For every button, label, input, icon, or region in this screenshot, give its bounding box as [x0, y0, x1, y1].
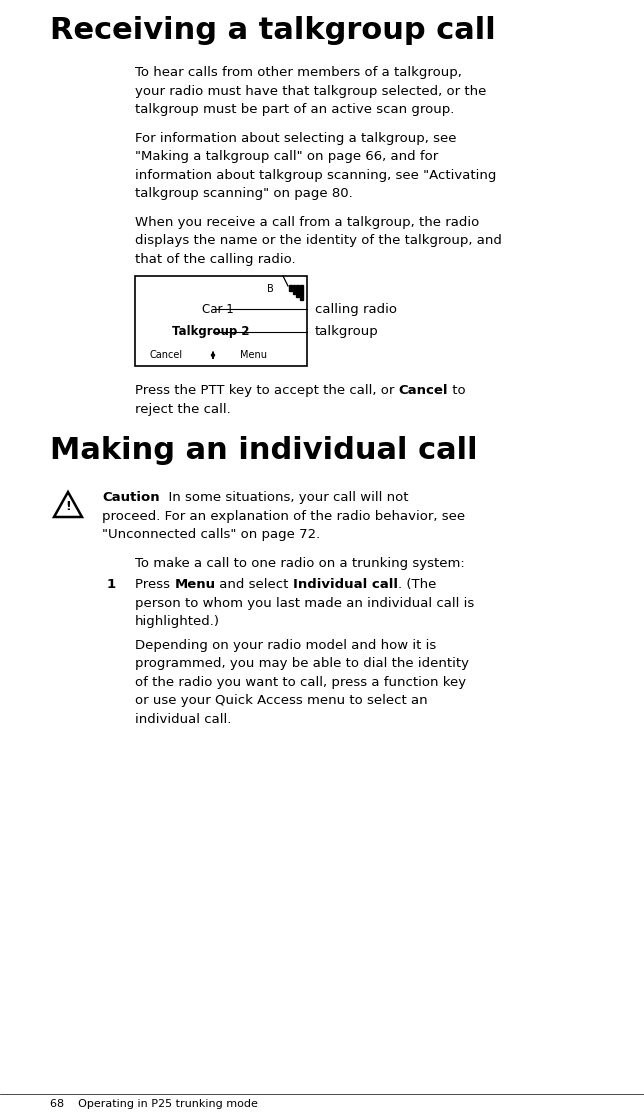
Text: talkgroup scanning" on page 80.: talkgroup scanning" on page 80. [135, 187, 353, 200]
Text: Cancel: Cancel [150, 350, 183, 360]
Text: calling radio: calling radio [315, 302, 397, 316]
Text: Caution: Caution [102, 491, 160, 504]
Text: "Making a talkgroup call" on page 66, and for: "Making a talkgroup call" on page 66, an… [135, 150, 439, 163]
Text: "Unconnected calls" on page 72.: "Unconnected calls" on page 72. [102, 528, 320, 541]
Text: . (The: . (The [398, 578, 437, 591]
Bar [296, 285, 299, 297]
Text: individual call.: individual call. [135, 712, 231, 725]
Text: Receiving a talkgroup call: Receiving a talkgroup call [50, 16, 496, 45]
Text: person to whom you last made an individual call is: person to whom you last made an individu… [135, 596, 474, 609]
Text: or use your Quick Access menu to select an: or use your Quick Access menu to select … [135, 694, 428, 708]
Text: Press: Press [135, 578, 175, 591]
Bar [300, 285, 303, 299]
Text: To make a call to one radio on a trunking system:: To make a call to one radio on a trunkin… [135, 557, 465, 569]
Text: Making an individual call: Making an individual call [50, 436, 478, 465]
Text: reject the call.: reject the call. [135, 403, 231, 415]
Text: !: ! [65, 500, 71, 512]
Text: Talkgroup 2: Talkgroup 2 [172, 325, 249, 338]
Bar [292, 285, 296, 294]
Text: Individual call: Individual call [293, 578, 398, 591]
Bar [289, 285, 292, 290]
Text: to: to [448, 384, 466, 397]
Text: Car 1: Car 1 [202, 302, 233, 316]
Text: proceed. For an explanation of the radio behavior, see: proceed. For an explanation of the radio… [102, 510, 465, 522]
Text: talkgroup must be part of an active scan group.: talkgroup must be part of an active scan… [135, 103, 455, 116]
Text: For information about selecting a talkgroup, see: For information about selecting a talkgr… [135, 132, 457, 144]
Text: programmed, you may be able to dial the identity: programmed, you may be able to dial the … [135, 657, 469, 670]
Text: of the radio you want to call, press a function key: of the radio you want to call, press a f… [135, 675, 466, 689]
Text: Depending on your radio model and how it is: Depending on your radio model and how it… [135, 638, 436, 652]
Text: 1: 1 [107, 578, 116, 591]
Text: In some situations, your call will not: In some situations, your call will not [160, 491, 408, 504]
Text: When you receive a call from a talkgroup, the radio: When you receive a call from a talkgroup… [135, 215, 479, 229]
Text: 68    Operating in P25 trunking mode: 68 Operating in P25 trunking mode [50, 1099, 258, 1109]
Text: To hear calls from other members of a talkgroup,: To hear calls from other members of a ta… [135, 66, 462, 79]
Text: displays the name or the identity of the talkgroup, and: displays the name or the identity of the… [135, 234, 502, 247]
Text: talkgroup: talkgroup [315, 325, 379, 338]
Text: Menu: Menu [240, 350, 267, 360]
Text: information about talkgroup scanning, see "Activating: information about talkgroup scanning, se… [135, 169, 497, 182]
Text: your radio must have that talkgroup selected, or the: your radio must have that talkgroup sele… [135, 85, 486, 97]
Text: Menu: Menu [175, 578, 215, 591]
Text: Cancel: Cancel [399, 384, 448, 397]
Text: and select: and select [215, 578, 293, 591]
Text: Press the PTT key to accept the call, or: Press the PTT key to accept the call, or [135, 384, 399, 397]
Text: B: B [267, 283, 274, 294]
Text: that of the calling radio.: that of the calling radio. [135, 252, 296, 266]
FancyBboxPatch shape [135, 276, 307, 366]
Text: highlighted.): highlighted.) [135, 615, 220, 628]
